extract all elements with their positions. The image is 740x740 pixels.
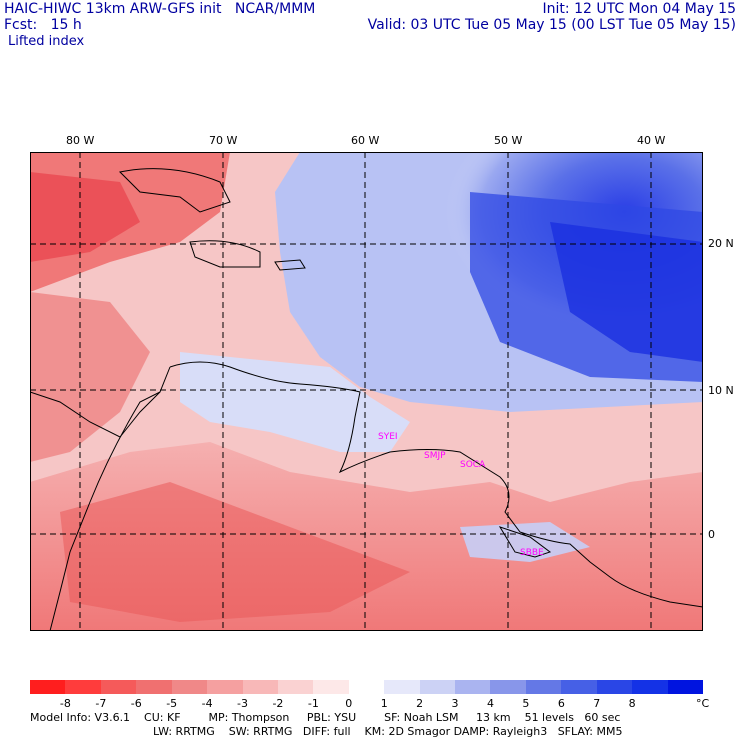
colorbar-swatch xyxy=(30,680,66,694)
colorbar-label: 6 xyxy=(557,697,565,710)
lon-label-50w: 50 W xyxy=(494,134,523,147)
colorbar-swatch xyxy=(242,680,278,694)
lifted-index-map: SYEI SMJP SOCA SBBE xyxy=(30,152,703,631)
colorbar-unit: °C xyxy=(696,697,710,710)
lon-label-70w: 70 W xyxy=(209,134,238,147)
colorbar-swatch xyxy=(419,680,456,694)
init-time: Init: 12 UTC Mon 04 May 15 xyxy=(542,1,736,17)
coastlines xyxy=(30,168,703,631)
colorbar-swatch xyxy=(348,680,385,694)
colorbar-label: -4 xyxy=(201,697,213,710)
colorbar-swatch xyxy=(455,680,491,694)
colorbar-label: 3 xyxy=(451,697,459,710)
caribbean-zone xyxy=(180,352,410,452)
lon-label-60w: 60 W xyxy=(351,134,380,147)
station-syei: SYEI xyxy=(378,432,398,442)
field-name: Lifted index xyxy=(8,34,85,49)
colorbar-label: -2 xyxy=(272,697,284,710)
station-smjp: SMJP xyxy=(424,451,446,461)
colorbar xyxy=(30,680,704,694)
footer-model-info: Model Info: V3.6.1 CU: KF MP: Thompson P… xyxy=(30,711,621,724)
lon-label-80w: 80 W xyxy=(66,134,95,147)
colorbar-label: 5 xyxy=(522,697,530,710)
colorbar-label: -5 xyxy=(166,697,178,710)
colorbar-label: -8 xyxy=(59,697,71,710)
colorbar-swatch xyxy=(171,680,208,694)
colorbar-swatch xyxy=(525,680,562,694)
colorbar-label: 0 xyxy=(345,697,353,710)
colorbar-swatch xyxy=(561,680,597,694)
lat-label-0: 0 xyxy=(708,528,715,541)
colorbar-swatch xyxy=(632,680,668,694)
lat-label-10n: 10 N xyxy=(708,384,734,397)
colorbar-label: 4 xyxy=(486,697,494,710)
colorbar-label: -6 xyxy=(130,697,142,710)
station-soca: SOCA xyxy=(460,460,486,470)
colorbar-label: -3 xyxy=(237,697,248,710)
lon-label-40w: 40 W xyxy=(637,134,666,147)
forecast-hour: Fcst: 15 h xyxy=(4,17,82,33)
valid-time: Valid: 03 UTC Tue 05 May 15 (00 LST Tue … xyxy=(367,17,736,33)
colorbar-swatch xyxy=(490,680,526,694)
colorbar-swatch xyxy=(667,680,704,694)
colorbar-swatch xyxy=(100,680,137,694)
colorbar-label: 2 xyxy=(416,697,424,710)
colorbar-swatch xyxy=(136,680,172,694)
station-sbbe: SBBE xyxy=(520,548,544,558)
colorbar-label: 7 xyxy=(593,697,601,710)
graticule xyxy=(30,152,703,631)
colorbar-swatch xyxy=(207,680,243,694)
colorbar-swatch xyxy=(384,680,420,694)
colorbar-swatch xyxy=(596,680,633,694)
colorbar-label: 8 xyxy=(628,697,636,710)
colorbar-swatch xyxy=(65,680,101,694)
colorbar-label: -7 xyxy=(95,697,107,710)
colorbar-swatch xyxy=(313,680,349,694)
colorbar-label: 1 xyxy=(380,697,388,710)
footer-physics-info: LW: RRTMG SW: RRTMG DIFF: full KM: 2D Sm… xyxy=(153,725,623,738)
map-canvas xyxy=(30,152,703,631)
colorbar-label: -1 xyxy=(307,697,319,710)
title-left: HAIC-HIWC 13km ARW-GFS init NCAR/MMM xyxy=(4,1,316,17)
colorbar-swatch xyxy=(277,680,314,694)
lat-label-20n: 20 N xyxy=(708,237,734,250)
